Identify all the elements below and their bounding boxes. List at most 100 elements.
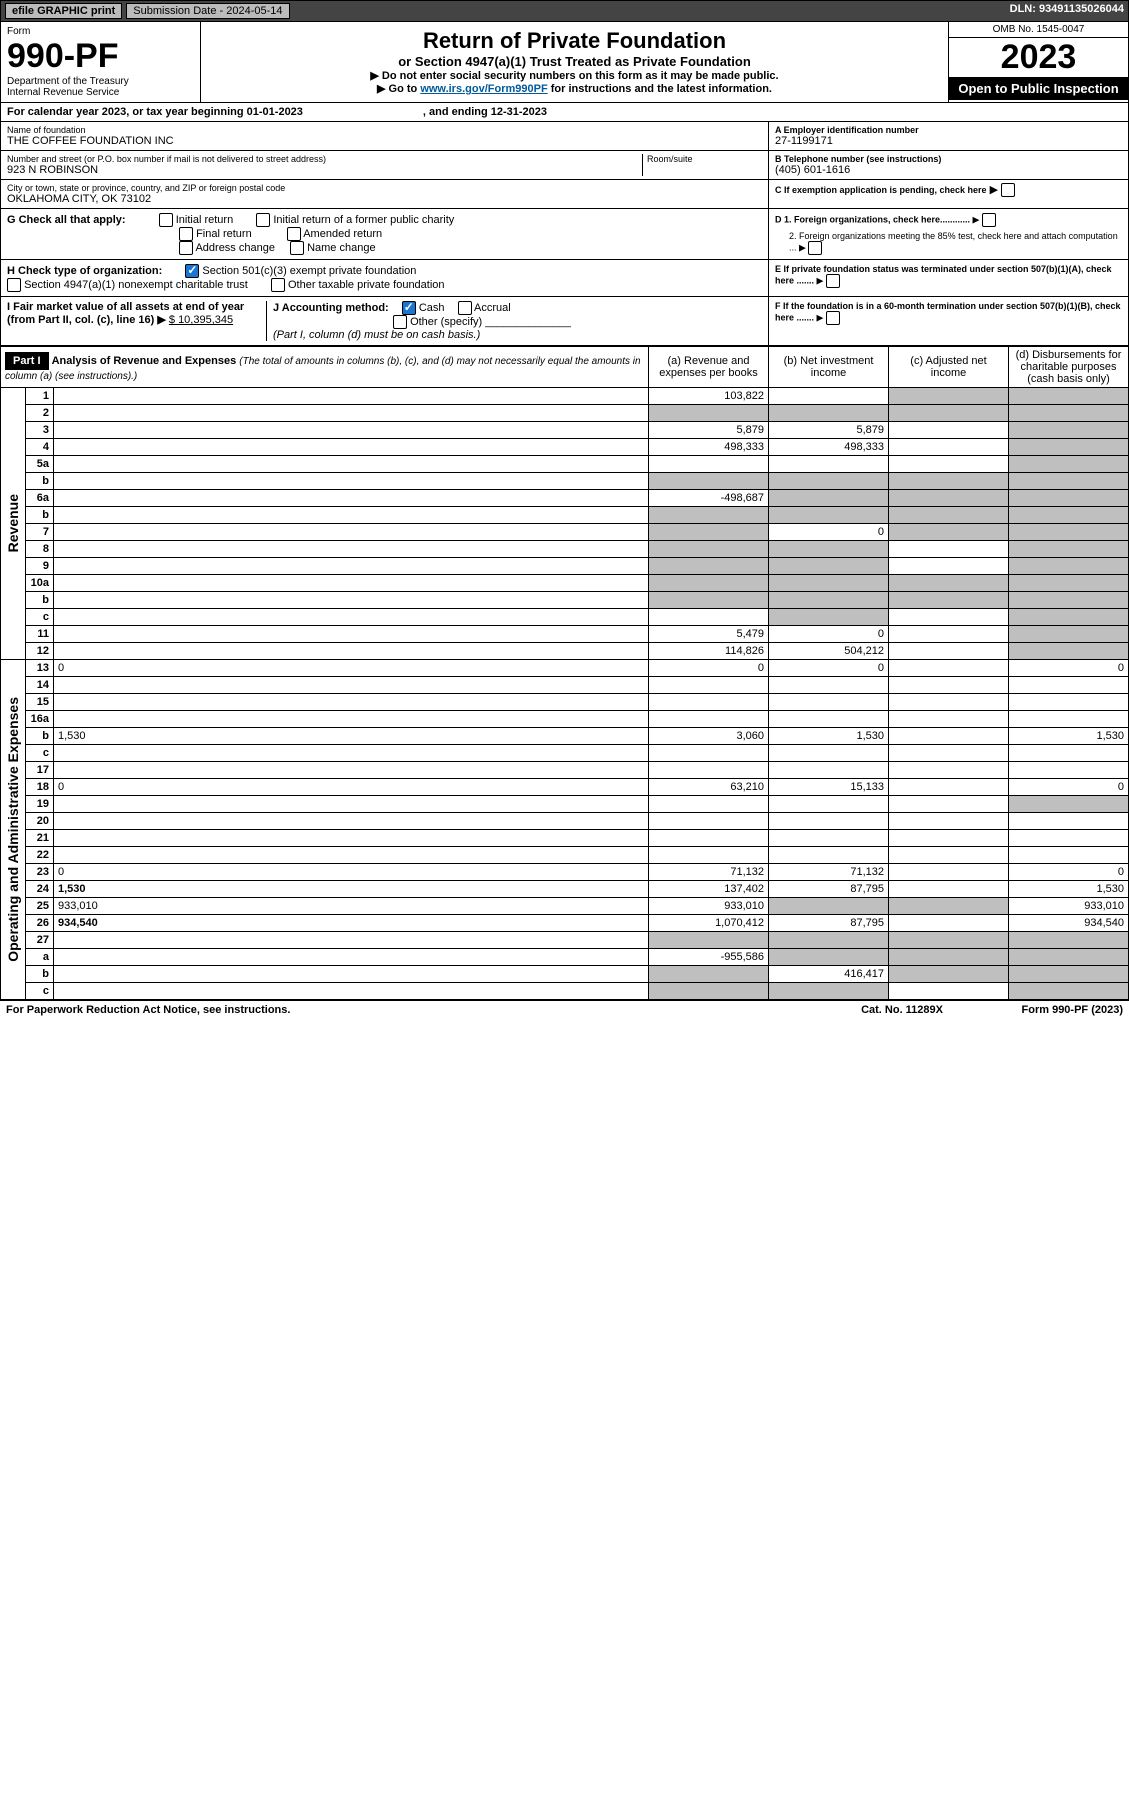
line-desc [54,609,649,626]
cell-b [769,949,889,966]
line-number: 16a [26,711,54,728]
cell-c [889,762,1009,779]
j-cash-checkbox[interactable] [402,301,416,315]
g-final-checkbox[interactable] [179,227,193,241]
line-desc [54,949,649,966]
cell-c [889,575,1009,592]
form-number: 990-PF [7,37,194,76]
cell-d: 934,540 [1009,915,1129,932]
table-row: 10a [1,575,1129,592]
ij-row: I Fair market value of all assets at end… [0,297,1129,346]
cell-c [889,507,1009,524]
cell-a [649,847,769,864]
cell-a [649,456,769,473]
table-row: 9 [1,558,1129,575]
cell-d [1009,949,1129,966]
line-number: 26 [26,915,54,932]
line-number: 7 [26,524,54,541]
cell-b [769,694,889,711]
line-number: c [26,983,54,1000]
cell-d [1009,813,1129,830]
cell-b [769,507,889,524]
cell-a [649,575,769,592]
h-other-checkbox[interactable] [271,278,285,292]
cell-c [889,677,1009,694]
j-accrual-checkbox[interactable] [458,301,472,315]
g-name-checkbox[interactable] [290,241,304,255]
form-id-block: Form 990-PF Department of the Treasury I… [1,22,201,102]
cell-d: 933,010 [1009,898,1129,915]
cell-b [769,677,889,694]
cell-a [649,609,769,626]
cell-d [1009,932,1129,949]
table-row: b416,417 [1,966,1129,983]
cell-a: 114,826 [649,643,769,660]
table-row: b [1,592,1129,609]
line-desc [54,456,649,473]
d1-checkbox[interactable] [982,213,996,227]
cell-a [649,694,769,711]
g-address-checkbox[interactable] [179,241,193,255]
cell-d [1009,575,1129,592]
cell-b: 87,795 [769,915,889,932]
line-number: 25 [26,898,54,915]
f-checkbox[interactable] [826,311,840,325]
cell-d [1009,830,1129,847]
cell-a: 5,879 [649,422,769,439]
line-desc [54,711,649,728]
e-checkbox[interactable] [826,274,840,288]
cell-a [649,677,769,694]
h-501c3-checkbox[interactable] [185,264,199,278]
form-title-block: Return of Private Foundation or Section … [201,22,948,102]
room-label: Room/suite [647,154,762,164]
cell-c [889,830,1009,847]
g-initial-former-checkbox[interactable] [256,213,270,227]
line-desc [54,966,649,983]
cell-b [769,541,889,558]
c-checkbox[interactable] [1001,183,1015,197]
c-label: C If exemption application is pending, c… [775,185,987,195]
j-other-checkbox[interactable] [393,315,407,329]
cell-d [1009,609,1129,626]
line-number: 2 [26,405,54,422]
cell-b [769,813,889,830]
line-desc [54,830,649,847]
cell-b [769,609,889,626]
cell-a: 71,132 [649,864,769,881]
section-label: Operating and Administrative Expenses [5,697,21,962]
cal-end: , and ending 12-31-2023 [423,106,547,118]
h-4947-checkbox[interactable] [7,278,21,292]
cell-d [1009,388,1129,405]
cell-b: 0 [769,524,889,541]
line-desc [54,694,649,711]
g-amended-checkbox[interactable] [287,227,301,241]
foundation-name: THE COFFEE FOUNDATION INC [7,135,762,147]
cell-b [769,388,889,405]
cell-a: 1,070,412 [649,915,769,932]
cell-a: 137,402 [649,881,769,898]
cell-c [889,694,1009,711]
cell-d [1009,490,1129,507]
cell-d: 1,530 [1009,728,1129,745]
note-goto: ▶ Go to www.irs.gov/Form990PF for instru… [211,82,938,95]
table-row: 12114,826504,212 [1,643,1129,660]
cell-d [1009,422,1129,439]
line-desc [54,439,649,456]
line-desc [54,983,649,1000]
cell-c [889,388,1009,405]
form990pf-link[interactable]: www.irs.gov/Form990PF [420,83,547,95]
cell-c [889,983,1009,1000]
address-row: Number and street (or P.O. box number if… [0,151,1129,180]
table-row: 15 [1,694,1129,711]
open-inspection: Open to Public Inspection [949,77,1128,100]
efile-print-button[interactable]: efile GRAPHIC print [5,3,122,19]
g-row: G Check all that apply: Initial return I… [0,209,1129,260]
table-row: 19 [1,796,1129,813]
line-desc [54,388,649,405]
cell-c [889,609,1009,626]
line-number: 13 [26,660,54,677]
d2-checkbox[interactable] [808,241,822,255]
cell-a [649,762,769,779]
g-initial-checkbox[interactable] [159,213,173,227]
line-number: 17 [26,762,54,779]
